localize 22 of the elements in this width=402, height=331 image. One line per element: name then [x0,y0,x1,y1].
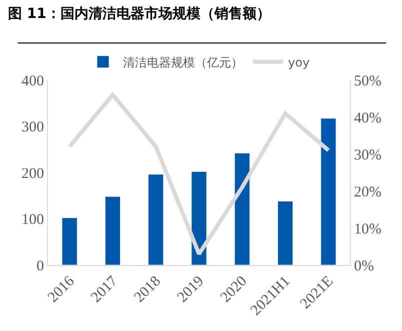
y-tick-label: 0 [36,258,44,274]
y2-tick-label: 50% [354,73,382,90]
y2-tick-label: 10% [354,221,382,238]
y-tick-label: 300 [22,120,44,136]
y2-tick-label: 20% [354,184,382,200]
bar [148,174,164,265]
bar [277,200,294,265]
bar [62,218,78,265]
legend-label: 清洁电器规模（亿元） [123,55,243,70]
y-tick-label: 200 [22,166,44,182]
bar [234,152,250,265]
y-tick-label: 400 [22,73,44,90]
line-series [68,92,330,256]
legend-label: yoy [288,55,310,70]
bar [104,196,121,265]
bar [320,118,336,265]
bar [191,171,207,265]
y2-tick-label: 40% [354,110,382,126]
y2-tick-label: 0% [354,258,374,274]
y2-tick-label: 30% [354,147,382,164]
chart-title: 图 11：国内清洁电器市场规模（销售额） [8,5,270,22]
y-tick-label: 100 [22,212,44,228]
